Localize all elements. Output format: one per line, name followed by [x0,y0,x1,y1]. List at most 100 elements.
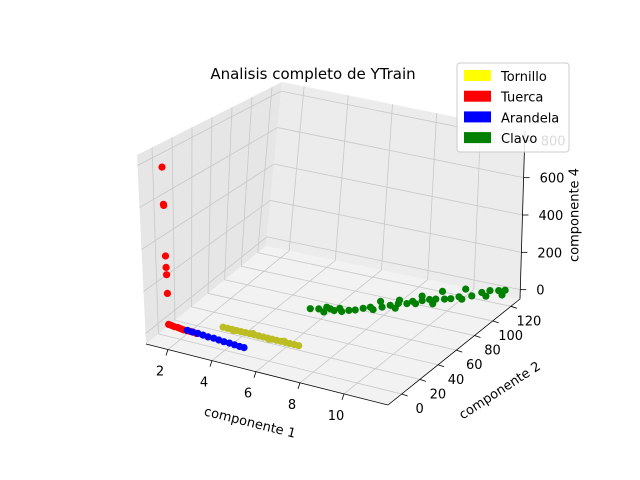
point-clavo [359,304,367,312]
gridline-z [277,127,524,179]
gridline-x [343,289,475,395]
point-tornillo [265,335,273,343]
point-clavo [429,300,437,308]
z-tick-label: 400 [539,209,564,224]
x-axis-label: componente 1 [202,404,297,441]
x-tick-mark [165,349,169,356]
point-clavo [330,307,338,315]
point-clavo [338,307,346,316]
point-clavo [468,292,476,300]
point-tuerca [163,289,171,297]
point-clavo [403,300,411,308]
y-tick-label: 60 [466,358,483,373]
gridline-z [266,236,521,291]
z-tick-label: 200 [537,246,562,261]
gridline-x [255,269,382,373]
point-clavo [482,292,490,300]
legend-label-tuerca: Tuerca [500,91,543,106]
point-tuerca [163,271,171,279]
legend-swatch-arandela [464,111,491,123]
point-clavo [486,287,494,295]
gridline-z [273,163,523,216]
gridline-y [191,306,439,366]
point-tuerca [162,263,170,271]
y-tick-mark [456,349,463,353]
gridline-z [141,163,275,250]
y-tick-mark [510,305,518,309]
y-tick-label: 0 [416,402,424,417]
y-tick-mark [474,335,481,338]
z-tick-label: 600 [540,172,565,187]
y-tick-mark [419,379,426,382]
point-clavo [440,295,449,303]
legend-label-arandela: Arandela [501,111,559,126]
y-tick-label: 80 [484,344,501,359]
gridline-z [270,200,522,253]
x-tick-mark [209,360,213,367]
legend-swatch-tornillo [464,70,491,81]
chart-title: Analisis completo de YTrain [210,65,415,83]
point-clavo [377,297,385,305]
x-tick-mark [253,371,257,378]
x-tick-label: 4 [200,376,208,391]
gridline-y [207,292,457,351]
y-tick-mark [437,364,445,368]
point-clavo [498,291,506,299]
y-tick-label: 120 [516,314,541,329]
y-tick-label: 100 [498,329,523,344]
gridline-y [174,319,420,380]
legend-label-clavo: Clavo [501,132,537,147]
point-clavo [391,304,399,312]
point-tornillo [280,337,288,345]
point-tornillo [249,330,257,338]
point-tuerca [158,163,166,171]
z-axis-label: componente 4 [568,168,583,262]
x-tick-label: 8 [288,398,296,413]
point-clavo [411,300,420,308]
floor-pane [146,246,520,405]
legend: Tornillo Tuerca Arandela Clavo [456,62,570,153]
point-clavo [351,306,359,314]
x-tick-label: 6 [244,387,252,402]
point-clavo [395,296,404,304]
point-tornillo [229,327,237,335]
y-axis-line [387,298,521,406]
point-clavo [418,292,426,300]
point-tuerca [161,252,170,260]
point-clavo [320,308,328,316]
legend-box [456,62,570,153]
point-clavo [458,295,466,303]
gridline-z [137,90,282,166]
gridline-x [299,279,428,384]
point-clavo [345,306,353,314]
point-clavo [462,285,470,293]
point-tuerca [160,201,168,209]
point-tornillo [295,342,303,350]
x-tick-mark [297,382,301,389]
legend-label-tornillo: Tornillo [500,70,547,85]
z-tick-label: 0 [536,284,544,299]
tick-labels: 2468100204060801001200200400600800 [156,134,566,424]
point-clavo [378,303,386,311]
point-clavo [306,305,314,313]
point-clavo [438,287,447,295]
point-clavo [447,295,455,303]
gridline-y [241,265,493,322]
point-arandela [188,328,196,336]
point-arandela [240,344,248,352]
y-tick-label: 20 [430,387,447,402]
gridlines [137,86,525,395]
x-tick-label: 10 [328,409,345,424]
legend-swatch-clavo [464,132,491,144]
point-arandela [220,338,228,346]
point-arandela [204,333,212,341]
gridline-z [145,236,268,334]
x-tick-label: 2 [156,365,164,380]
y-tick-mark [492,320,499,324]
y-tick-mark [401,393,408,397]
x-axis-line [145,343,389,406]
point-clavo [369,306,377,314]
data-points [158,163,509,352]
y-tick-label: 40 [448,373,465,388]
